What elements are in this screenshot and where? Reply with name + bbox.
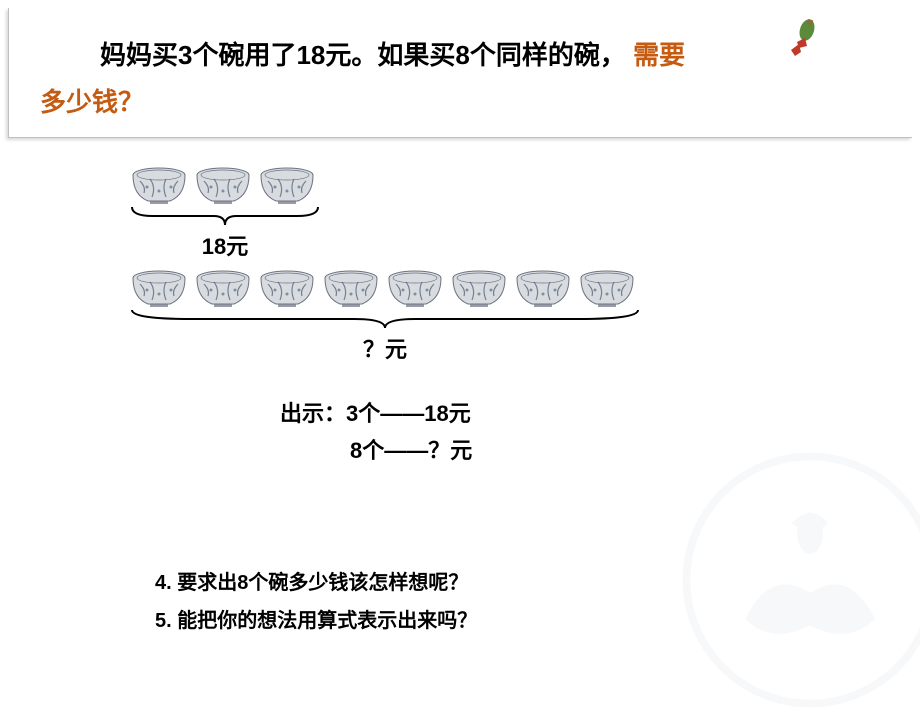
bowl-group-8: ？元 (130, 268, 640, 364)
bowl-icon (130, 165, 188, 205)
bowl-icon (258, 165, 316, 205)
question-highlight-split2: 多少钱？ (40, 87, 144, 117)
question-text: 妈妈买3个碗用了18元。如果买8个同样的碗， 需要 多少钱？ (40, 32, 880, 126)
question-4: 4. 要求出8个碗多少钱该怎样想呢？ (155, 564, 477, 602)
show-prefix: 出示： (280, 401, 346, 426)
brace-3bowls (130, 205, 320, 227)
question-highlight-split1: 需要 (633, 40, 685, 70)
question-part1: 妈妈买3个碗用了18元。如果买8个同样的碗， (100, 40, 626, 70)
bowl-icon (450, 268, 508, 308)
show-line1: 3个——18元 (346, 401, 471, 426)
bowl-icon (514, 268, 572, 308)
question-5: 5. 能把你的想法用算式表示出来吗？ (155, 602, 477, 640)
bowl-icon (578, 268, 636, 308)
bowl-icon (194, 165, 252, 205)
show-text: 出示：3个——18元 8个——？元 (280, 395, 472, 470)
show-line2: 8个——？元 (280, 432, 472, 469)
brace-8bowls (130, 308, 640, 330)
bottom-questions: 4. 要求出8个碗多少钱该怎样想呢？ 5. 能把你的想法用算式表示出来吗？ (155, 564, 477, 640)
bowl-icon (258, 268, 316, 308)
label-question-yuan: ？元 (130, 332, 640, 364)
bowl-icon (386, 268, 444, 308)
bowl-group-3: 18元 (130, 165, 320, 261)
watermark-logo (680, 450, 920, 710)
label-18yuan: 18元 (130, 229, 320, 261)
decorative-icon (785, 16, 825, 56)
bowl-icon (322, 268, 380, 308)
bowl-icon (194, 268, 252, 308)
bowl-icon (130, 268, 188, 308)
